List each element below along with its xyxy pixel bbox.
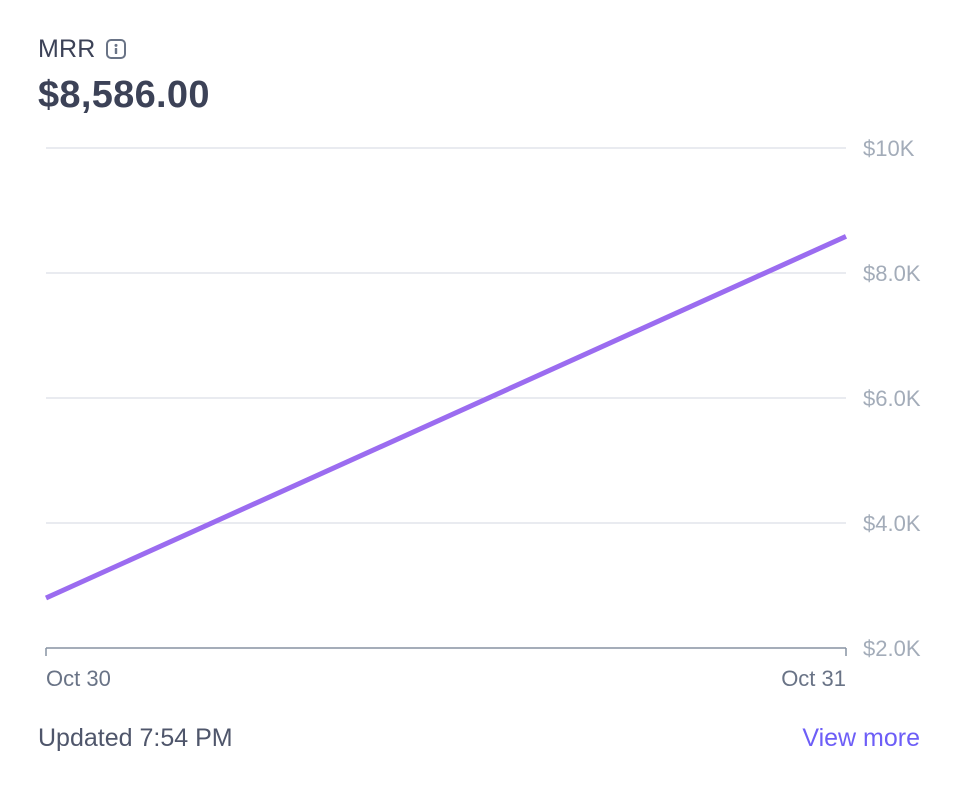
x-tick-label: Oct 31: [781, 666, 846, 691]
info-icon[interactable]: [105, 38, 127, 60]
title-row: MRR: [38, 32, 210, 66]
chart-svg: $10K $8.0K $6.0K $4.0K $2.0K Oct 30 Oct 31: [44, 136, 921, 691]
y-tick-label: $2.0K: [863, 636, 921, 661]
mrr-chart: $10K $8.0K $6.0K $4.0K $2.0K Oct 30 Oct 31: [0, 120, 968, 700]
metric-title: MRR: [38, 34, 96, 63]
updated-timestamp: Updated 7:54 PM: [38, 724, 233, 752]
view-more-link[interactable]: View more: [802, 724, 920, 752]
y-tick-label: $8.0K: [863, 261, 921, 286]
chart-footer: Updated 7:54 PM View more: [38, 724, 920, 753]
mrr-series-line: [44, 234, 848, 601]
metric-header: MRR $8,586.00: [38, 32, 210, 117]
metric-value: $8,586.00: [38, 74, 210, 116]
x-tick-label: Oct 30: [46, 666, 111, 691]
y-tick-label: $4.0K: [863, 511, 921, 536]
y-tick-label: $10K: [863, 136, 915, 161]
y-tick-label: $6.0K: [863, 386, 921, 411]
